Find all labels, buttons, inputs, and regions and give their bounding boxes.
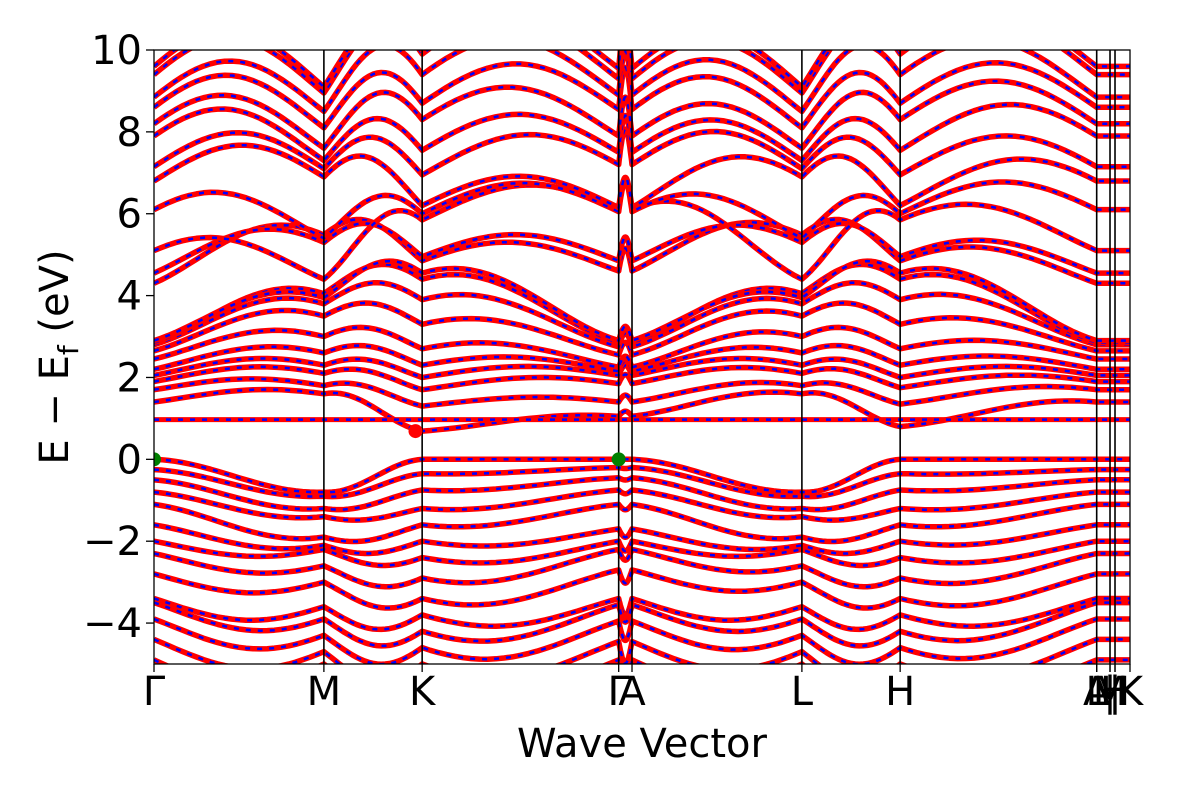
y-tick-label-2: 0 bbox=[117, 437, 142, 483]
x-axis-label: Wave Vector bbox=[517, 721, 768, 767]
band-valence-1-blue-dashed bbox=[154, 466, 1130, 498]
band-conduction-4-red bbox=[154, 342, 1130, 375]
x-tick-label-7: A bbox=[1083, 669, 1111, 715]
band-conduction-1-blue-dashed bbox=[154, 377, 1130, 408]
band-above-5-red bbox=[154, 126, 1130, 178]
band-valence-8-blue-dashed bbox=[154, 568, 1130, 610]
band-valence-7-red bbox=[154, 546, 1130, 590]
band-valence-10-blue-dashed bbox=[154, 601, 1130, 648]
y-tick-label-1: −2 bbox=[83, 519, 142, 565]
band-conduction-7-blue-dashed bbox=[154, 281, 1130, 349]
band-valence-5-blue-dashed bbox=[154, 523, 1130, 555]
x-tick-label-8: L bbox=[1086, 669, 1109, 715]
x-tick-label-2: K bbox=[409, 669, 437, 715]
x-axis-ticks: Γ M K ΓA L H AL|MH|K bbox=[143, 664, 1145, 715]
y-tick-label-3: 2 bbox=[117, 355, 142, 401]
x-tick-label-6: H bbox=[885, 669, 915, 715]
band-valence-3-blue-dashed bbox=[154, 488, 1130, 522]
bands-layer bbox=[154, 50, 1130, 664]
band-above-4-blue-dashed bbox=[154, 144, 1130, 210]
band-above-11-blue-dashed bbox=[154, 50, 1130, 89]
x-tick-label-10: M bbox=[1093, 669, 1128, 715]
y-tick-label-4: 4 bbox=[117, 274, 142, 320]
x-tick-label-0: Γ bbox=[143, 669, 166, 715]
x-tick-label-5: L bbox=[791, 669, 814, 715]
band-valence-4-blue-dashed bbox=[154, 503, 1130, 543]
x-tick-label-4: A bbox=[618, 669, 646, 715]
y-tick-label-7: 10 bbox=[91, 28, 142, 74]
band-valence-11-blue-dashed bbox=[154, 617, 1130, 664]
x-tick-label-1: M bbox=[307, 669, 342, 715]
y-tick-label-6: 8 bbox=[117, 110, 142, 156]
band-above-8-blue-dashed bbox=[154, 61, 1130, 130]
y-tick-label-0: −4 bbox=[83, 601, 142, 647]
band-conduction-0-blue-dashed bbox=[154, 388, 1130, 433]
band-valence-2-blue-dashed bbox=[154, 476, 1130, 511]
band-conduction-6-blue-dashed bbox=[154, 301, 1130, 357]
band-edge-markers bbox=[154, 424, 626, 467]
x-tick-label-12: | bbox=[1108, 669, 1121, 715]
vbm-marker-0 bbox=[154, 452, 161, 467]
cbm-marker-2 bbox=[408, 424, 423, 439]
band-conduction-3-blue-dashed bbox=[154, 357, 1130, 379]
x-tick-label-3: Γ bbox=[608, 669, 631, 715]
band-above-2-blue-dashed bbox=[154, 178, 1130, 281]
y-axis-ticks: −4 −2 0 2 4 6 8 10 bbox=[83, 28, 154, 647]
x-tick-label-13: K bbox=[1117, 669, 1145, 715]
high-symmetry-lines bbox=[323, 50, 1116, 664]
band-conduction-9-red bbox=[154, 258, 1130, 344]
band-valence-9-blue-dashed bbox=[154, 596, 1130, 631]
band-above-9-blue-dashed bbox=[154, 50, 1130, 114]
vbm-marker-1 bbox=[611, 452, 626, 467]
band-above-6-blue-dashed bbox=[154, 103, 1130, 163]
y-axis-label-main: E − E bbox=[32, 355, 78, 465]
band-above-10-blue-dashed bbox=[154, 50, 1130, 95]
band-valence-12-blue-dashed bbox=[154, 638, 1130, 664]
y-axis-label: E − Ef (eV) bbox=[32, 249, 85, 464]
band-above-7-blue-dashed bbox=[154, 79, 1130, 150]
x-tick-label-11: H bbox=[1100, 669, 1130, 715]
y-axis-label-subscript: f bbox=[52, 344, 85, 355]
y-tick-label-5: 6 bbox=[117, 192, 142, 238]
band-conduction-5-blue-dashed bbox=[154, 326, 1130, 369]
y-axis-label-unit: (eV) bbox=[32, 249, 78, 345]
band-above-1-red bbox=[154, 220, 1130, 276]
band-conduction-2-blue-dashed bbox=[154, 365, 1130, 391]
x-tick-label-9: | bbox=[1103, 669, 1116, 715]
band-valence-6-blue-dashed bbox=[154, 539, 1130, 567]
plot-frame bbox=[153, 49, 1131, 665]
